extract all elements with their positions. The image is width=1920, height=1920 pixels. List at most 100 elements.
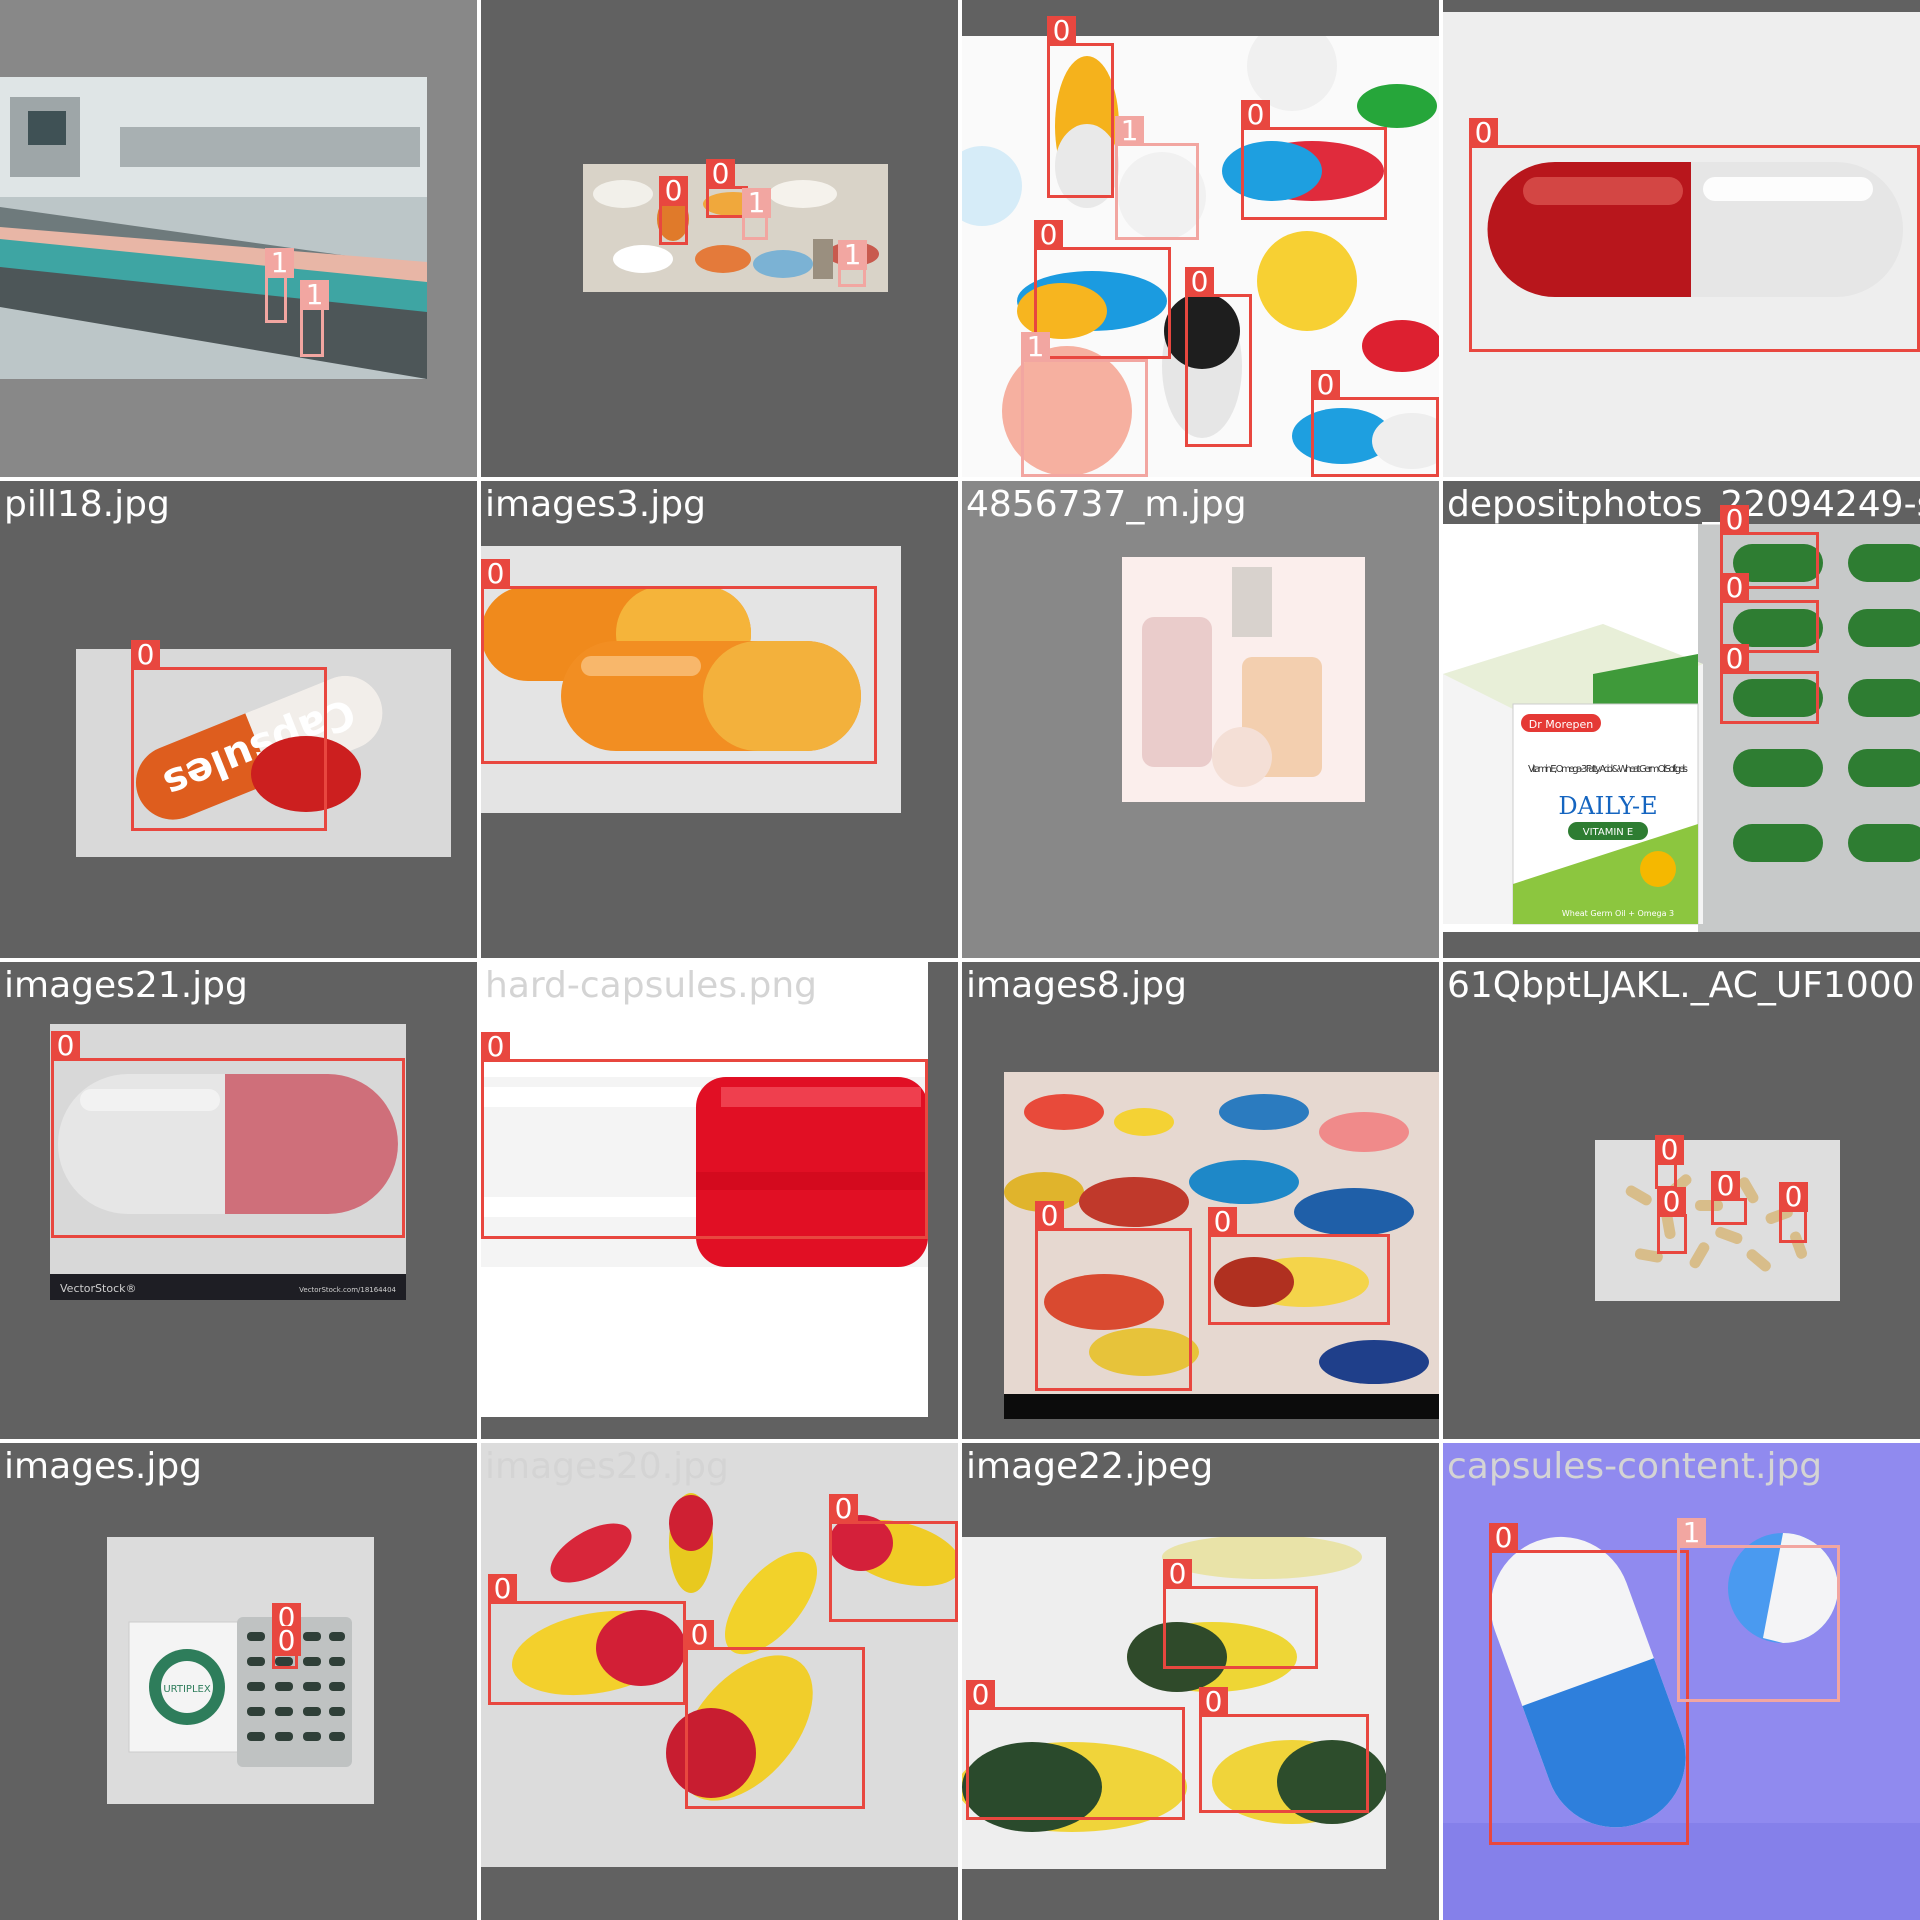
class-label: 0 — [1657, 1187, 1686, 1217]
class-label: 1 — [1021, 332, 1050, 362]
bbox-class-0: 0 — [481, 1032, 928, 1239]
image-filename: 61QbptLJAKL._AC_UF1000 — [1447, 965, 1915, 1006]
bbox-class-0: 0 — [488, 1574, 686, 1705]
image-filename: capsules-content.jpg — [1447, 1446, 1823, 1487]
bbox-class-1: 1 — [838, 240, 867, 287]
tile-pill18: pill18.jpg Capsules 0 — [0, 481, 477, 958]
bbox-class-0: 0 — [272, 1626, 301, 1669]
image-filename: 4856737_m.jpg — [966, 484, 1247, 525]
photo-urtiplex-pack: URTIPLEX — [107, 1537, 374, 1804]
photo-capsule-conveyor — [0, 77, 427, 379]
bbox-class-0: 0 — [1779, 1182, 1808, 1243]
class-label: 0 — [1047, 16, 1076, 46]
class-label: 0 — [1720, 644, 1749, 674]
class-label: 0 — [1720, 573, 1749, 603]
photo-capsules-print: Capsules — [76, 649, 451, 857]
class-label: 0 — [1208, 1207, 1237, 1237]
bbox-class-0: 0 — [481, 559, 877, 764]
bbox-class-1: 1 — [1115, 116, 1199, 240]
bbox-class-0: 0 — [685, 1620, 865, 1809]
class-label: 0 — [1720, 505, 1749, 535]
bbox-class-0: 0 — [1720, 573, 1819, 653]
tile-4856737: 4856737_m.jpg — [962, 481, 1439, 958]
product-name: DAILY-E — [1558, 792, 1657, 820]
bbox-class-0: 0 — [1035, 1201, 1192, 1391]
class-label: 0 — [1655, 1135, 1684, 1165]
bbox-class-0: 0 — [1034, 220, 1171, 359]
bbox-class-0: 0 — [1199, 1687, 1369, 1813]
tile-images8: images8.jpg 0 0 — [962, 962, 1439, 1439]
tile-depositphotos: depositphotos_22094249-sto Dr Morep — [1443, 481, 1920, 958]
bbox-class-0: 0 — [51, 1031, 405, 1238]
photo-red-yellow-capsules — [481, 1443, 958, 1867]
class-label: 0 — [1489, 1523, 1518, 1553]
class-label: 0 — [131, 640, 160, 670]
tile-images21: images21.jpg VectorStock® VectorStock.co… — [0, 962, 477, 1439]
tile-assorted-pills: 0 0 1 1 — [481, 0, 958, 477]
photo-glass-vials — [1122, 557, 1365, 802]
bbox-class-0: 0 — [1185, 267, 1252, 447]
tile-61QbptLJAKL: 61QbptLJAKL._AC_UF1000 0 — [1443, 962, 1920, 1439]
class-label: 0 — [706, 159, 735, 189]
bbox-class-0: 0 — [966, 1680, 1185, 1820]
class-label: 0 — [1241, 100, 1270, 130]
bbox-class-0: 0 — [1208, 1207, 1390, 1325]
brand-text: Dr Morepen — [1529, 718, 1594, 731]
class-label: 0 — [1035, 1201, 1064, 1231]
bbox-class-0: 0 — [1311, 370, 1439, 477]
bbox-class-0: 0 — [829, 1494, 958, 1622]
photo-multicolor-capsules — [1004, 1072, 1439, 1419]
photo-daily-e-pack: Dr Morepen Vitamin E, Omega-3 Fatty Acid… — [1443, 524, 1920, 932]
class-label: 0 — [1779, 1182, 1808, 1212]
photo-red-white-capsule — [1443, 12, 1920, 477]
bbox-class-0: 0 — [1163, 1559, 1318, 1669]
bbox-class-0: 0 — [1720, 644, 1819, 724]
product-description: Vitamin E, Omega-3 Fatty Acid & Wheat Ge… — [1528, 764, 1688, 775]
image-filename: images21.jpg — [4, 965, 248, 1006]
vectorstock-id: VectorStock.com/18164404 — [299, 1286, 396, 1294]
class-label: 0 — [481, 1032, 510, 1062]
class-label: 0 — [1185, 267, 1214, 297]
image-filename: images3.jpg — [485, 484, 706, 525]
tile-images3: images3.jpg 0 — [481, 481, 958, 958]
class-label: 1 — [300, 280, 329, 310]
bbox-class-1: 1 — [300, 280, 329, 357]
class-label: 0 — [51, 1031, 80, 1061]
tile-capsules-content: capsules-content.jpg 0 1 — [1443, 1443, 1920, 1920]
class-label: 0 — [1163, 1559, 1192, 1589]
class-label: 0 — [659, 176, 688, 206]
product-footer: Wheat Germ Oil + Omega 3 — [1562, 909, 1674, 918]
bbox-class-0: 0 — [131, 640, 327, 831]
urtiplex-name: URTIPLEX — [163, 1684, 211, 1695]
image-filename: hard-capsules.png — [485, 965, 818, 1006]
bbox-class-0: 0 — [1720, 505, 1819, 589]
bbox-class-1: 1 — [265, 248, 294, 323]
bbox-class-1: 1 — [742, 188, 771, 240]
bbox-class-0: 0 — [1047, 16, 1114, 198]
photo-white-blue-capsule — [1443, 1443, 1920, 1920]
class-label: 0 — [481, 559, 510, 589]
photo-orange-capsules — [481, 546, 901, 813]
bbox-class-1: 1 — [1677, 1518, 1840, 1702]
class-label: 0 — [1711, 1171, 1740, 1201]
tile-hard-capsules: hard-capsules.png 0 — [481, 962, 958, 1439]
photo-assorted-pills — [583, 164, 888, 292]
image-filename: images8.jpg — [966, 965, 1187, 1006]
image-filename: images.jpg — [4, 1446, 203, 1487]
bbox-class-1: 1 — [1021, 332, 1148, 477]
tile-colorful-capsules: 0 1 0 0 0 1 0 — [962, 0, 1439, 477]
photo-colorful-capsules — [962, 36, 1439, 477]
bbox-class-0: 0 — [1241, 100, 1387, 220]
class-label: 0 — [1469, 118, 1498, 148]
image-filename: images20.jpg — [485, 1446, 729, 1487]
class-label: 1 — [1677, 1518, 1706, 1548]
bbox-class-0: 0 — [706, 159, 748, 218]
class-label: 0 — [1199, 1687, 1228, 1717]
tile-conveyor: 1 1 — [0, 0, 477, 477]
tile-images: images.jpg URTIPLEX 0 0 — [0, 1443, 477, 1920]
bbox-class-0: 0 — [659, 176, 688, 245]
photo-grey-pink-capsule: VectorStock® VectorStock.com/18164404 — [50, 1024, 406, 1300]
class-label: 1 — [265, 248, 294, 278]
bbox-class-0: 0 — [1711, 1171, 1747, 1225]
